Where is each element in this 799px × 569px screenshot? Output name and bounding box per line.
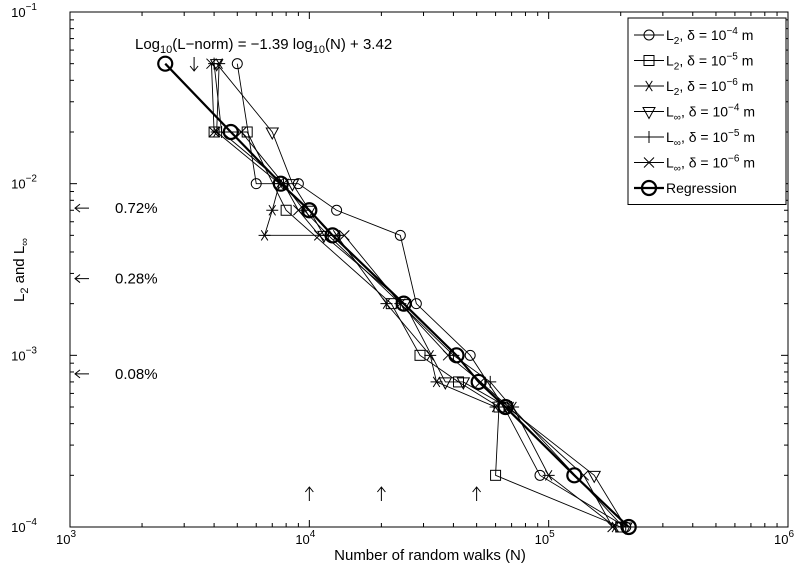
series-line xyxy=(214,131,621,528)
data-point xyxy=(542,469,555,481)
legend-marker xyxy=(643,55,655,66)
data-point xyxy=(313,229,325,241)
legend-label: Regression xyxy=(666,180,737,196)
legend-label: L∞, δ = 10−5 m xyxy=(666,128,755,149)
data-point xyxy=(430,376,443,388)
top-arrow xyxy=(189,57,199,72)
percent-label: 0.08% xyxy=(115,366,158,383)
data-point xyxy=(490,469,502,481)
axis-ticks xyxy=(69,12,788,528)
legend-entry: L∞, δ = 10−6 m xyxy=(634,154,755,175)
series-line xyxy=(213,63,624,528)
y-axis-label: L2 and L∞ xyxy=(11,238,31,302)
data-point xyxy=(280,204,292,216)
data-point xyxy=(394,229,406,241)
data-point xyxy=(285,179,300,192)
legend-marker xyxy=(640,179,658,197)
legend-marker xyxy=(643,29,655,41)
percent-label: 0.28% xyxy=(115,271,158,288)
x-tick-label: 104 xyxy=(295,529,315,547)
data-point xyxy=(464,349,476,361)
series-6 xyxy=(206,58,618,533)
legend-marker xyxy=(643,157,655,168)
data-point xyxy=(456,377,471,390)
data-point xyxy=(272,175,289,192)
data-point xyxy=(470,373,487,391)
legend-label: L2, δ = 10−5 m xyxy=(666,52,753,73)
legend-label: L∞, δ = 10−6 m xyxy=(666,154,755,175)
bottom-arrow xyxy=(304,486,314,501)
data-point xyxy=(497,398,514,416)
data-point xyxy=(620,518,637,536)
data-point xyxy=(241,126,253,138)
data-point xyxy=(438,377,453,390)
data-point xyxy=(208,126,220,138)
legend-label: L2, δ = 10−4 m xyxy=(666,26,753,47)
percent-label: 0.72% xyxy=(115,200,158,217)
data-point xyxy=(157,55,174,72)
legend-label: L∞, δ = 10−4 m xyxy=(666,103,755,124)
x-axis-label: Number of random walks (N) xyxy=(334,547,526,564)
x-tick-label: 106 xyxy=(774,529,794,547)
left-arrow xyxy=(74,369,89,379)
legend-entry: L2, δ = 10−5 m xyxy=(634,52,753,73)
data-point xyxy=(566,467,583,484)
x-tick-label: 105 xyxy=(535,529,555,547)
legend-entry: L2, δ = 10−6 m xyxy=(634,77,753,98)
series-group xyxy=(157,55,637,536)
data-point xyxy=(448,347,465,364)
data-point xyxy=(206,58,217,70)
data-point xyxy=(265,127,280,141)
left-arrow xyxy=(74,274,89,283)
data-point xyxy=(266,204,279,216)
legend-label: L2, δ = 10−6 m xyxy=(666,77,753,98)
regression-equation: Log10(L−norm) = −1.39 log10(N) + 3.42 xyxy=(135,36,392,56)
data-point xyxy=(293,204,304,216)
left-arrow xyxy=(74,203,89,213)
data-point xyxy=(231,58,243,70)
data-point xyxy=(338,229,350,241)
legend-entry: Regression xyxy=(634,179,737,197)
y-tick-label: 10−2 xyxy=(11,174,37,192)
y-tick-label: 10−4 xyxy=(11,517,37,535)
data-point xyxy=(607,521,618,533)
data-point xyxy=(301,202,318,219)
data-point xyxy=(258,229,271,241)
data-point xyxy=(208,57,221,70)
y-tick-label: 10−3 xyxy=(11,345,37,363)
data-point xyxy=(380,298,393,310)
axis-tick-labels: 103 104 105 106 10−4 10−3 10−2 10−1 xyxy=(11,2,794,547)
data-point xyxy=(250,178,262,190)
data-point xyxy=(587,470,602,484)
legend-marker xyxy=(643,80,655,92)
legend: L2, δ = 10−4 m L2, δ = 10−5 m L2, δ = 10−6… xyxy=(627,17,787,205)
legend-marker xyxy=(643,131,655,143)
series-7 xyxy=(157,55,637,536)
bottom-arrow xyxy=(376,486,386,501)
y-tick-label: 10−1 xyxy=(11,2,37,20)
data-point xyxy=(424,349,437,361)
annotations: 0.72% 0.28% 0.08% xyxy=(74,57,482,501)
data-point xyxy=(331,204,343,216)
x-tick-label: 103 xyxy=(56,529,76,547)
data-point xyxy=(324,227,341,244)
legend-entry: L∞, δ = 10−4 m xyxy=(634,103,755,124)
series-line xyxy=(164,62,630,528)
legend-entry: L2, δ = 10−4 m xyxy=(634,26,753,47)
data-point xyxy=(395,295,412,312)
data-point xyxy=(222,123,239,141)
data-point xyxy=(292,178,304,190)
legend-marker xyxy=(642,107,656,120)
bottom-arrow xyxy=(472,486,482,501)
data-point xyxy=(302,205,317,219)
legend-entry: L∞, δ = 10−5 m xyxy=(634,128,755,149)
